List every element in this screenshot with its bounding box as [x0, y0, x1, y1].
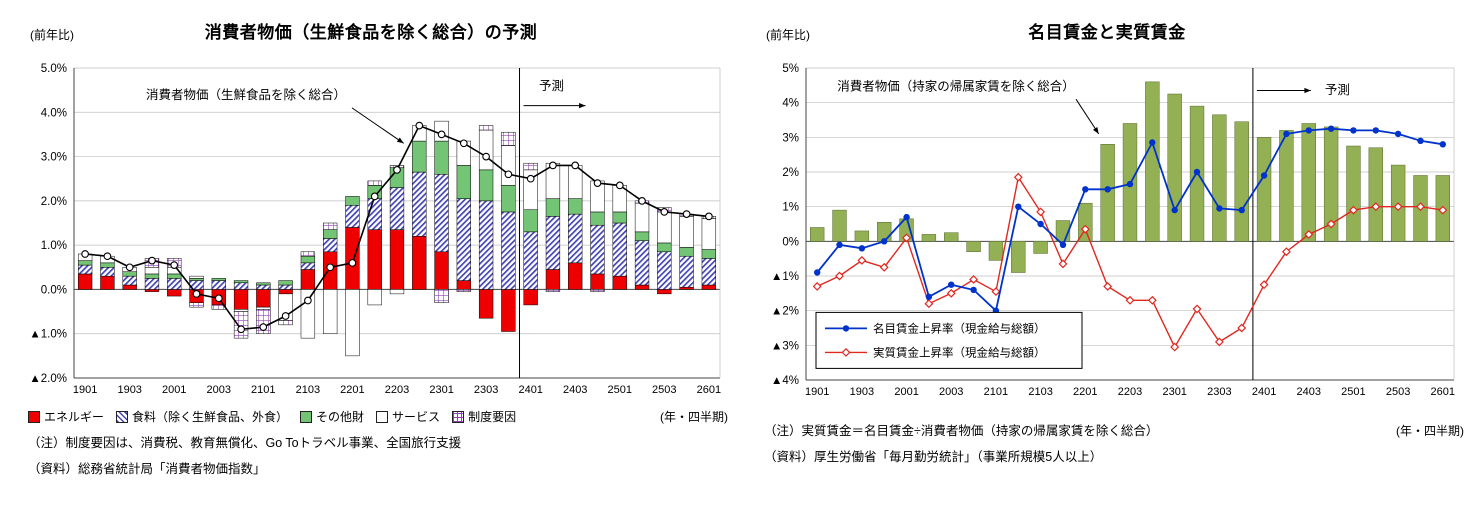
svg-text:2401: 2401	[518, 384, 542, 396]
svg-text:1%: 1%	[782, 202, 799, 214]
cpi-chart-legend: エネルギー 食料（除く生鮮食品、外食） その他財 サービス 制度要因	[28, 408, 516, 425]
svg-text:名目賃金上昇率（現金給与総額）: 名目賃金上昇率（現金給与総額）	[873, 321, 1046, 335]
svg-text:予測: 予測	[1325, 83, 1350, 97]
legend-item: エネルギー	[28, 408, 104, 425]
svg-text:2103: 2103	[296, 384, 320, 396]
svg-text:2401: 2401	[1252, 386, 1276, 398]
svg-text:2601: 2601	[1431, 386, 1455, 398]
wage-note-definition: （注）実質賃金＝名目賃金÷消費者物価（持家の帰属家賃を除く総合）	[764, 424, 1159, 438]
svg-text:1903: 1903	[117, 384, 141, 396]
legend-item: 制度要因	[452, 408, 516, 425]
svg-text:5.0%: 5.0%	[41, 63, 67, 75]
wage-chart-header: (前年比) 名目賃金と実質賃金	[744, 0, 1470, 50]
svg-text:2403: 2403	[563, 384, 587, 396]
svg-text:2001: 2001	[162, 384, 186, 396]
svg-text:▲2.0%: ▲2.0%	[29, 373, 67, 385]
svg-text:4%: 4%	[782, 98, 799, 110]
svg-text:2501: 2501	[1341, 386, 1365, 398]
svg-text:2301: 2301	[429, 384, 453, 396]
svg-text:2501: 2501	[608, 384, 632, 396]
legend-label: 食料（除く生鮮食品、外食）	[132, 410, 289, 424]
svg-text:消費者物価（生鮮食品を除く総合）: 消費者物価（生鮮食品を除く総合）	[146, 87, 346, 102]
svg-text:5%: 5%	[782, 63, 799, 75]
cpi-note-source: （資料）総務省統計局「消費者物価指数」	[28, 462, 266, 476]
cpi-x-axis-unit-label: (年・四半期)	[660, 410, 728, 424]
svg-text:2.0%: 2.0%	[41, 196, 67, 208]
wage-chart-title: 名目賃金と実質賃金	[1028, 23, 1186, 42]
svg-text:▲2%: ▲2%	[771, 306, 799, 318]
wage-note-row: （注）実質賃金＝名目賃金÷消費者物価（持家の帰属家賃を除く総合） (年・四半期)	[744, 420, 1464, 439]
svg-text:▲1%: ▲1%	[771, 271, 799, 283]
svg-text:▲3%: ▲3%	[771, 340, 799, 352]
legend-item: 食料（除く生鮮食品、外食）	[116, 408, 288, 425]
legend-swatch	[452, 410, 465, 423]
svg-text:2201: 2201	[340, 384, 364, 396]
legend-swatch	[376, 410, 389, 423]
cpi-chart-header: (前年比) 消費者物価（生鮮食品を除く総合）の予測	[8, 0, 734, 50]
wage-y-axis-unit-label: (前年比)	[766, 28, 810, 42]
cpi-chart-title: 消費者物価（生鮮食品を除く総合）の予測	[204, 23, 538, 42]
svg-text:2203: 2203	[1118, 386, 1142, 398]
legend-label: 制度要因	[468, 410, 517, 424]
svg-text:2503: 2503	[1386, 386, 1410, 398]
legend-label: サービス	[392, 410, 441, 424]
svg-text:実質賃金上昇率（現金給与総額）: 実質賃金上昇率（現金給与総額）	[873, 345, 1046, 359]
svg-text:2101: 2101	[251, 384, 275, 396]
svg-text:2301: 2301	[1162, 386, 1186, 398]
svg-text:1903: 1903	[850, 386, 874, 398]
svg-text:予測: 予測	[539, 79, 564, 93]
svg-text:0.0%: 0.0%	[41, 284, 67, 296]
svg-text:2201: 2201	[1073, 386, 1097, 398]
svg-text:2003: 2003	[207, 384, 231, 396]
svg-text:2%: 2%	[782, 167, 799, 179]
svg-text:消費者物価（持家の帰属家賃を除く総合）: 消費者物価（持家の帰属家賃を除く総合）	[837, 79, 1075, 94]
svg-text:1901: 1901	[73, 384, 97, 396]
legend-label: エネルギー	[44, 410, 105, 424]
cpi-stacked-bar-chart: ▲2.0% ▲1.0% 0.0% 1.0% 2.0% 3.0% 4.0% 5.0% 予測消費者物…	[29, 63, 721, 396]
svg-text:2503: 2503	[652, 384, 676, 396]
svg-text:2101: 2101	[984, 386, 1008, 398]
wage-x-axis-unit-label: (年・四半期)	[1396, 424, 1464, 438]
svg-text:2303: 2303	[474, 384, 498, 396]
wage-note-source: （資料）厚生労働省「毎月勤労統計」（事業所規模5人以上）	[764, 450, 1103, 464]
legend-item: サービス	[376, 408, 440, 425]
svg-text:4.0%: 4.0%	[41, 107, 67, 119]
cpi-legend-row: エネルギー 食料（除く生鮮食品、外食） その他財 サービス 制度要因 (年・四半期)	[28, 408, 728, 425]
svg-text:2001: 2001	[894, 386, 918, 398]
svg-text:2203: 2203	[385, 384, 409, 396]
svg-text:3.0%: 3.0%	[41, 152, 67, 164]
svg-text:2303: 2303	[1207, 386, 1231, 398]
svg-text:2103: 2103	[1028, 386, 1052, 398]
svg-text:2003: 2003	[939, 386, 963, 398]
legend-swatch	[28, 410, 40, 423]
legend-swatch	[300, 410, 313, 423]
wage-chart-panel: (前年比) 名目賃金と実質賃金 ▲4% ▲3% ▲2% ▲1% 0% 1% 2% 3% 4% 5%…	[744, 0, 1470, 514]
cpi-forecast-panel: (前年比) 消費者物価（生鮮食品を除く総合）の予測 ▲2.0% ▲1.0% 0.0%…	[8, 0, 734, 514]
svg-text:3%: 3%	[782, 132, 799, 144]
svg-text:▲1.0%: ▲1.0%	[29, 329, 67, 341]
svg-text:1.0%: 1.0%	[41, 240, 67, 252]
wage-bar-line-chart: ▲4% ▲3% ▲2% ▲1% 0% 1% 2% 3% 4% 5% 予測 消費者物価（持家の帰属家賃を…	[771, 63, 1455, 398]
svg-text:▲4%: ▲4%	[771, 375, 799, 387]
cpi-y-axis-unit-label: (前年比)	[30, 28, 74, 42]
legend-label: その他財	[316, 410, 365, 424]
svg-text:1901: 1901	[805, 386, 829, 398]
svg-text:0%: 0%	[782, 236, 799, 248]
svg-text:2403: 2403	[1297, 386, 1321, 398]
legend-swatch	[116, 410, 129, 423]
cpi-note-policy-factors: （注）制度要因は、消費税、教育無償化、Go Toトラベル事業、全国旅行支援	[28, 436, 462, 450]
svg-text:2601: 2601	[697, 384, 721, 396]
legend-item: その他財	[300, 408, 364, 425]
